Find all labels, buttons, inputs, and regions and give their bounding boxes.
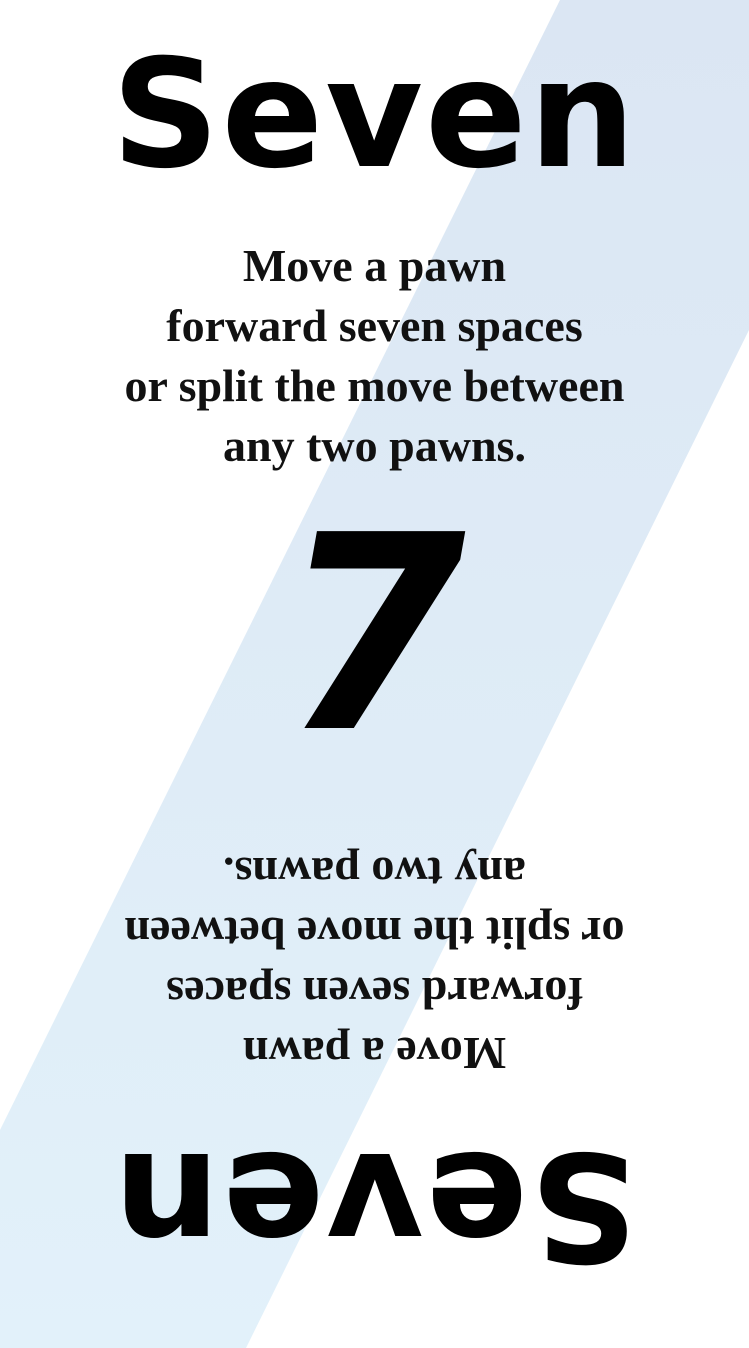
description-line: or split the move between [124,360,625,411]
card-title: Seven [111,28,638,202]
card-title-inverted: Seven [111,1118,638,1292]
description-line: or split the move between [124,908,625,959]
description-line: Move a pawn [242,240,507,291]
card-bottom-half: Seven Move a pawn forward seven spaces o… [0,800,749,1348]
description-line: any two pawns. [223,848,526,899]
card-number: 7 [252,477,497,792]
description-line: Move a pawn [242,1028,507,1079]
card-description: Move a pawn forward seven spaces or spli… [0,236,749,476]
description-line: forward seven spaces [166,968,583,1019]
description-line: forward seven spaces [166,300,583,351]
description-line: any two pawns. [223,420,526,471]
card-description-inverted: Move a pawn forward seven spaces or spli… [0,843,749,1083]
